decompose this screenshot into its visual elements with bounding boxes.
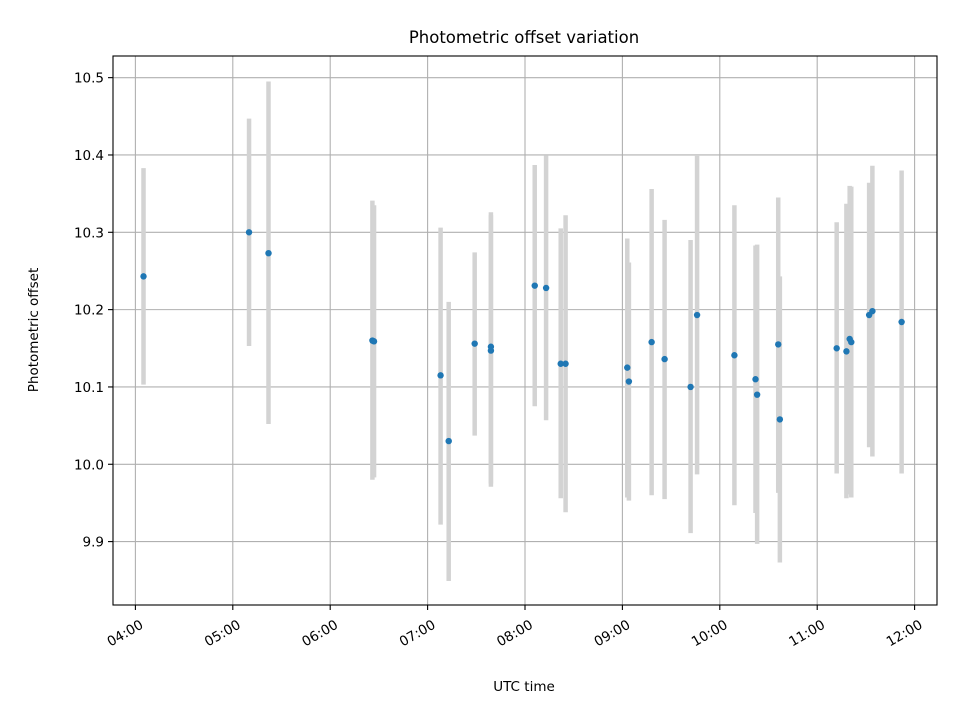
data-point: [843, 348, 850, 355]
data-points: [140, 229, 905, 445]
x-tick-label: 06:00: [299, 617, 341, 650]
data-point: [265, 249, 272, 257]
y-tick-label: 10.3: [74, 225, 104, 241]
y-axis-ticks: 9.9 10.0 10.1 10.2 10.3 10.4 10.5: [74, 71, 113, 551]
y-tick-label: 10.2: [74, 303, 104, 319]
y-tick-label: 10.1: [74, 380, 104, 396]
data-point: [437, 372, 444, 379]
data-point: [531, 282, 538, 289]
data-point: [445, 437, 452, 445]
data-point: [898, 318, 905, 326]
data-point: [661, 355, 668, 363]
y-axis-label: Photometric offset: [26, 268, 42, 392]
data-point: [833, 345, 840, 352]
data-point: [140, 273, 147, 280]
data-point: [471, 340, 478, 347]
x-tick-label: 09:00: [592, 617, 634, 650]
x-tick-label: 08:00: [494, 617, 536, 650]
grid-lines: [113, 56, 937, 605]
data-point: [753, 391, 761, 398]
data-point: [562, 360, 569, 367]
x-tick-label: 12:00: [884, 617, 926, 650]
y-tick-label: 10.4: [74, 148, 104, 164]
x-tick-label: 05:00: [202, 617, 244, 650]
chart-title: Photometric offset variation: [409, 28, 639, 47]
data-point: [752, 376, 759, 383]
y-tick-label: 10.0: [74, 457, 104, 473]
y-tick-label: 10.5: [74, 71, 104, 87]
data-point: [542, 284, 550, 292]
x-axis-ticks: 04:00 05:00 06:00 07:00 08:00 09:00 10:00 11:00…: [105, 605, 926, 650]
x-tick-label: 11:00: [786, 617, 828, 650]
data-point: [869, 307, 876, 315]
data-point: [557, 360, 564, 367]
data-point: [624, 364, 631, 371]
x-tick-label: 07:00: [397, 617, 439, 650]
x-tick-label: 04:00: [105, 617, 147, 650]
data-point: [775, 341, 782, 348]
x-axis-label: UTC time: [493, 679, 555, 695]
data-point: [848, 338, 855, 346]
data-point: [693, 311, 701, 319]
y-tick-label: 9.9: [83, 535, 104, 551]
x-tick-label: 10:00: [689, 617, 731, 650]
data-point: [370, 338, 378, 345]
data-point: [245, 229, 253, 236]
data-point: [687, 383, 694, 391]
data-point: [731, 352, 738, 359]
data-point: [776, 416, 784, 423]
data-point: [648, 338, 655, 346]
data-point: [625, 378, 633, 385]
error-bars: [141, 81, 904, 582]
data-point: [487, 347, 495, 354]
